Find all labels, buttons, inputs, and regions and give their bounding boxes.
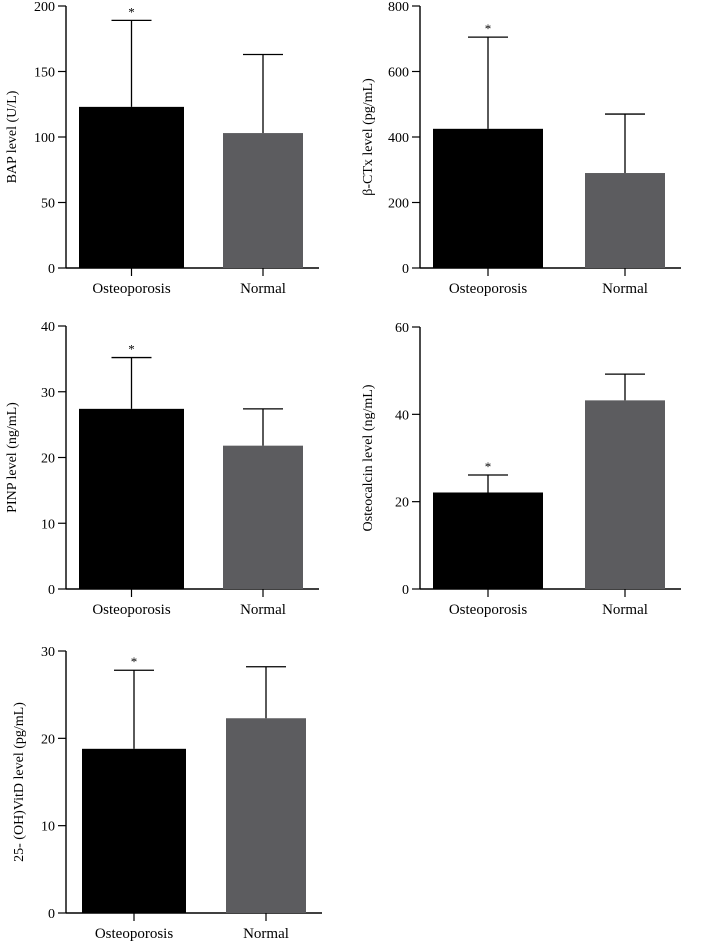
ctx-bar-osteoporosis — [433, 128, 543, 268]
pinp-bar-osteoporosis — [79, 408, 184, 589]
vitd-y-tick-label-30: 30 — [41, 645, 55, 660]
bap-significance-osteoporosis: * — [128, 4, 135, 19]
pinp-chart-svg: 0 10 20 30 40 PINP level (ng/mL) Osteoporosis *… — [5, 320, 319, 618]
chart-panel-ctx: 0 200 400 600 800 β-CTx level (pg/mL) Osteopor… — [353, 0, 707, 315]
ctx-y-tick-label-600: 600 — [388, 66, 409, 81]
vitd-y-tick-label-10: 10 — [41, 820, 55, 835]
bap-x-label-osteoporosis: Osteoporosis — [92, 281, 170, 297]
ctx-bar-normal — [585, 173, 665, 268]
vitd-bar-osteoporosis — [82, 748, 186, 913]
pinp-y-axis-label: PINP level (ng/mL) — [5, 402, 20, 513]
osteocalcin-x-label-osteoporosis: Osteoporosis — [449, 602, 527, 618]
vitd-bar-normal — [226, 718, 306, 913]
chart-panel-pinp: 0 10 20 30 40 PINP level (ng/mL) Osteoporosis *… — [0, 315, 353, 630]
bap-y-tick-label-150: 150 — [34, 66, 55, 81]
osteocalcin-x-label-normal: Normal — [602, 602, 648, 618]
ctx-y-tick-label-800: 800 — [388, 0, 409, 15]
osteocalcin-significance-osteoporosis: * — [485, 459, 492, 474]
vitd-chart-svg: 0 10 20 30 25- (OH)VitD level (pg/mL) Osteopo… — [12, 645, 322, 942]
ctx-y-tick-label-400: 400 — [388, 131, 409, 146]
ctx-x-label-osteoporosis: Osteoporosis — [449, 281, 527, 297]
bap-y-tick-label-200: 200 — [34, 0, 55, 15]
bap-bar-normal — [223, 133, 303, 268]
osteocalcin-y-tick-label-40: 40 — [395, 408, 409, 423]
vitd-y-tick-label-20: 20 — [41, 732, 55, 747]
osteocalcin-y-axis-label: Osteocalcin level (ng/mL) — [361, 384, 376, 531]
chart-panel-bap: 0 50 100 150 200 BAP level (U/L) Osteoporosis *… — [0, 0, 353, 315]
pinp-y-tick-label-20: 20 — [41, 452, 55, 467]
pinp-bar-normal — [223, 445, 303, 589]
ctx-y-tick-label-200: 200 — [388, 197, 409, 212]
bap-x-label-normal: Normal — [240, 281, 286, 297]
osteocalcin-y-tick-label-60: 60 — [395, 321, 409, 336]
osteocalcin-chart-svg: 0 20 40 60 Osteocalcin level (ng/mL) Osteopor… — [361, 321, 681, 618]
chart-panel-osteocalcin: 0 20 40 60 Osteocalcin level (ng/mL) Osteopor… — [353, 315, 707, 630]
vitd-x-label-normal: Normal — [243, 926, 289, 942]
bap-bar-osteoporosis — [79, 106, 184, 269]
osteocalcin-y-tick-label-20: 20 — [395, 496, 409, 511]
osteocalcin-y-tick-label-0: 0 — [402, 583, 409, 598]
bap-y-tick-label-0: 0 — [48, 262, 55, 277]
pinp-y-tick-label-10: 10 — [41, 517, 55, 532]
pinp-x-label-normal: Normal — [240, 602, 286, 618]
chart-panel-vitd: 0 10 20 30 25- (OH)VitD level (pg/mL) Osteopo… — [0, 630, 353, 947]
pinp-significance-osteoporosis: * — [128, 342, 135, 357]
pinp-y-tick-label-40: 40 — [41, 320, 55, 335]
osteocalcin-bar-normal — [585, 400, 665, 589]
ctx-chart-svg: 0 200 400 600 800 β-CTx level (pg/mL) Osteopor… — [361, 0, 681, 297]
bap-y-axis-label: BAP level (U/L) — [5, 90, 20, 183]
bap-y-tick-label-50: 50 — [41, 197, 55, 212]
vitd-significance-osteoporosis: * — [131, 654, 138, 669]
vitd-y-tick-label-0: 0 — [48, 907, 55, 922]
pinp-x-label-osteoporosis: Osteoporosis — [92, 602, 170, 618]
bap-y-tick-label-100: 100 — [34, 131, 55, 146]
ctx-significance-osteoporosis: * — [485, 21, 492, 36]
ctx-x-label-normal: Normal — [602, 281, 648, 297]
bap-chart-svg: 0 50 100 150 200 BAP level (U/L) Osteoporosis *… — [5, 0, 319, 297]
vitd-y-axis-label: 25- (OH)VitD level (pg/mL) — [12, 702, 27, 862]
osteocalcin-bar-osteoporosis — [433, 492, 543, 589]
vitd-x-label-osteoporosis: Osteoporosis — [95, 926, 173, 942]
ctx-y-axis-label: β-CTx level (pg/mL) — [361, 78, 376, 196]
pinp-y-tick-label-0: 0 — [48, 583, 55, 598]
ctx-y-tick-label-0: 0 — [402, 262, 409, 277]
pinp-y-tick-label-30: 30 — [41, 386, 55, 401]
